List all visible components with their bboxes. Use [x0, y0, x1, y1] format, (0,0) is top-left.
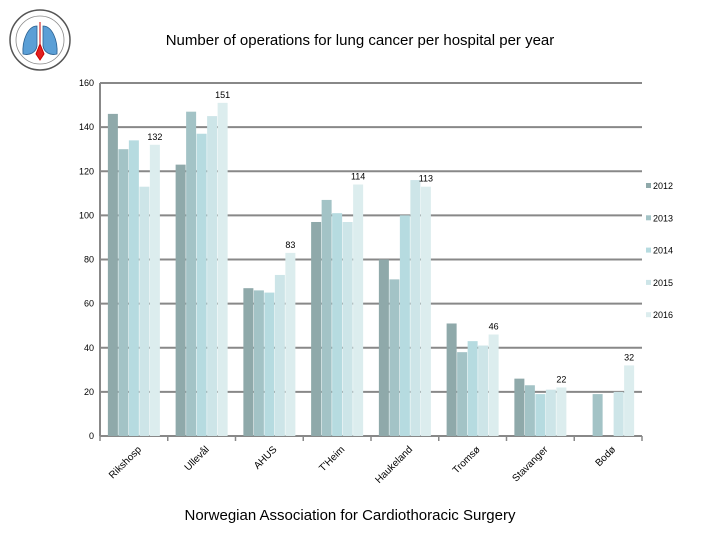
bar-2015: [545, 389, 556, 436]
x-category-label: Haukeland: [373, 444, 415, 486]
bar-2014: [196, 133, 207, 436]
bar-2013: [524, 385, 535, 436]
bar-2012: [311, 221, 322, 436]
bar-2014: [535, 394, 546, 436]
x-category-label: Bodø: [594, 444, 619, 469]
bar-2012: [514, 378, 525, 436]
y-tick-label: 100: [79, 210, 94, 220]
bar-2015: [410, 180, 421, 436]
bar-2015: [207, 116, 218, 436]
lung-association-logo-icon: [9, 9, 71, 71]
bar-2012: [175, 164, 186, 436]
bar-2016: [488, 334, 499, 436]
legend-label: 2012: [653, 181, 673, 191]
bar-2012: [243, 288, 254, 436]
y-tick-label: 0: [89, 431, 94, 441]
data-label: 151: [215, 90, 230, 100]
legend-label: 2015: [653, 278, 673, 288]
bar-2014: [128, 140, 139, 437]
x-category-label: Stavanger: [510, 444, 550, 484]
bar-2016: [353, 184, 364, 436]
bar-2015: [613, 391, 624, 436]
bar-2014: [332, 213, 343, 436]
x-category-label: Tromsø: [451, 444, 483, 476]
bar-2015: [274, 274, 285, 436]
data-label: 46: [489, 322, 499, 332]
bar-2013: [118, 149, 129, 436]
legend-label: 2013: [653, 213, 673, 223]
y-tick-label: 40: [84, 343, 94, 353]
chart-title: Number of operations for lung cancer per…: [165, 32, 555, 49]
bar-2013: [457, 352, 468, 436]
bar-2012: [107, 113, 118, 436]
y-tick-label: 20: [84, 387, 94, 397]
bar-2016: [217, 102, 228, 436]
bar-2015: [342, 221, 353, 436]
y-tick-label: 140: [79, 122, 94, 132]
bar-2014: [467, 341, 478, 436]
x-category-label: Ullevål: [182, 444, 212, 474]
bar-2012: [446, 323, 457, 436]
y-tick-label: 120: [79, 166, 94, 176]
data-label: 113: [419, 174, 433, 184]
data-label: 22: [556, 374, 566, 384]
data-label: 32: [624, 352, 634, 362]
bar-2016: [285, 252, 296, 436]
y-tick-label: 160: [79, 78, 94, 88]
bar-2013: [321, 199, 332, 436]
data-label: 83: [285, 240, 295, 250]
data-label: 132: [147, 132, 162, 142]
legend-label: 2016: [653, 310, 673, 320]
bar-2013: [186, 111, 197, 437]
bar-2015: [139, 186, 150, 436]
bar-2016: [149, 144, 160, 436]
bar-2014: [264, 292, 275, 436]
legend-label: 2014: [653, 246, 673, 256]
legend-swatch-2016: [646, 312, 651, 318]
bar-2016: [556, 387, 567, 436]
x-category-label: Rikshosp: [107, 444, 144, 481]
footer-organization: Norwegian Association for Cardiothoracic…: [184, 507, 516, 524]
legend-swatch-2014: [646, 247, 651, 253]
legend-swatch-2015: [646, 279, 651, 285]
bar-2014: [399, 215, 410, 436]
bar-2013: [253, 290, 264, 436]
bar-2015: [478, 345, 489, 436]
bar-2016: [420, 186, 431, 436]
bar-2012: [378, 259, 389, 436]
bar-2013: [592, 394, 603, 436]
y-tick-label: 80: [84, 255, 94, 265]
bar-2013: [389, 279, 400, 436]
x-category-label: AHUS: [252, 444, 280, 472]
legend-swatch-2013: [646, 215, 651, 221]
legend-swatch-2012: [646, 183, 651, 188]
bar-2016: [624, 365, 635, 436]
y-tick-label: 60: [84, 299, 94, 309]
x-category-label: T'Heim: [317, 444, 347, 474]
data-label: 114: [351, 171, 365, 181]
